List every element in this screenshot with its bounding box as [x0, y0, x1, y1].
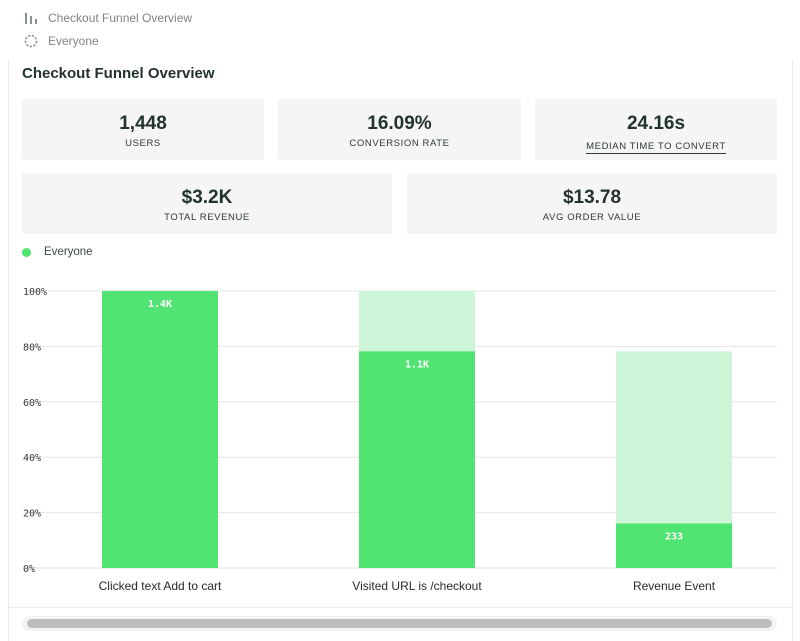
funnel-step-bar — [102, 291, 218, 568]
stat-median-time-label[interactable]: MEDIAN TIME TO CONVERT — [586, 141, 726, 154]
stat-median-time: 24.16s MEDIAN TIME TO CONVERT — [535, 99, 777, 160]
stat-revenue: $3.2K TOTAL REVENUE — [22, 173, 392, 234]
y-tick-label: 100% — [23, 287, 47, 298]
bar-chart-icon — [25, 13, 37, 24]
bar-value-label: 1.1K — [405, 359, 429, 370]
y-tick-label: 0% — [23, 564, 35, 575]
stat-conversion-value: 16.09% — [367, 113, 432, 134]
breadcrumb-insight-label: Checkout Funnel Overview — [48, 11, 193, 25]
funnel-step-bar — [616, 523, 732, 568]
card-title: Checkout Funnel Overview — [22, 65, 215, 82]
stat-median-time-value: 24.16s — [626, 113, 686, 134]
segment-spinner-icon — [24, 34, 38, 48]
legend-label: Everyone — [44, 246, 93, 258]
bar-value-label: 1.4K — [148, 299, 172, 310]
stat-revenue-value: $3.2K — [181, 187, 233, 208]
stat-aov: $13.78 AVG ORDER VALUE — [407, 173, 777, 234]
y-tick-label: 60% — [23, 398, 41, 409]
bar-value-label: 233 — [665, 531, 683, 542]
x-category-label: Clicked text Add to cart — [99, 579, 222, 593]
legend-swatch — [22, 247, 31, 257]
y-tick-label: 40% — [23, 453, 41, 464]
x-category-label: Revenue Event — [633, 579, 716, 593]
chart-legend[interactable]: Everyone — [22, 246, 93, 258]
stat-aov-value: $13.78 — [562, 187, 622, 208]
breadcrumb-segment-label: Everyone — [48, 34, 99, 48]
stat-aov-label: AVG ORDER VALUE — [542, 212, 642, 223]
y-tick-label: 20% — [23, 509, 41, 520]
stat-users-value: 1,448 — [119, 113, 167, 134]
stat-revenue-label: TOTAL REVENUE — [164, 212, 250, 223]
breadcrumb-segment[interactable]: Everyone — [24, 34, 99, 48]
stat-users-label: USERS — [125, 138, 161, 149]
stat-conversion-label: CONVERSION RATE — [349, 138, 450, 149]
stat-conversion: 16.09% CONVERSION RATE — [278, 99, 521, 160]
chart-divider — [8, 607, 792, 608]
scrollbar-thumb[interactable] — [27, 619, 772, 628]
breadcrumb-insight[interactable]: Checkout Funnel Overview — [24, 11, 192, 25]
stat-users: 1,448 USERS — [22, 99, 264, 160]
x-category-label: Visited URL is /checkout — [352, 579, 482, 593]
y-tick-label: 80% — [23, 342, 41, 353]
card-frame — [8, 60, 793, 641]
funnel-step-bar — [359, 351, 475, 568]
horizontal-scrollbar[interactable] — [22, 616, 777, 631]
